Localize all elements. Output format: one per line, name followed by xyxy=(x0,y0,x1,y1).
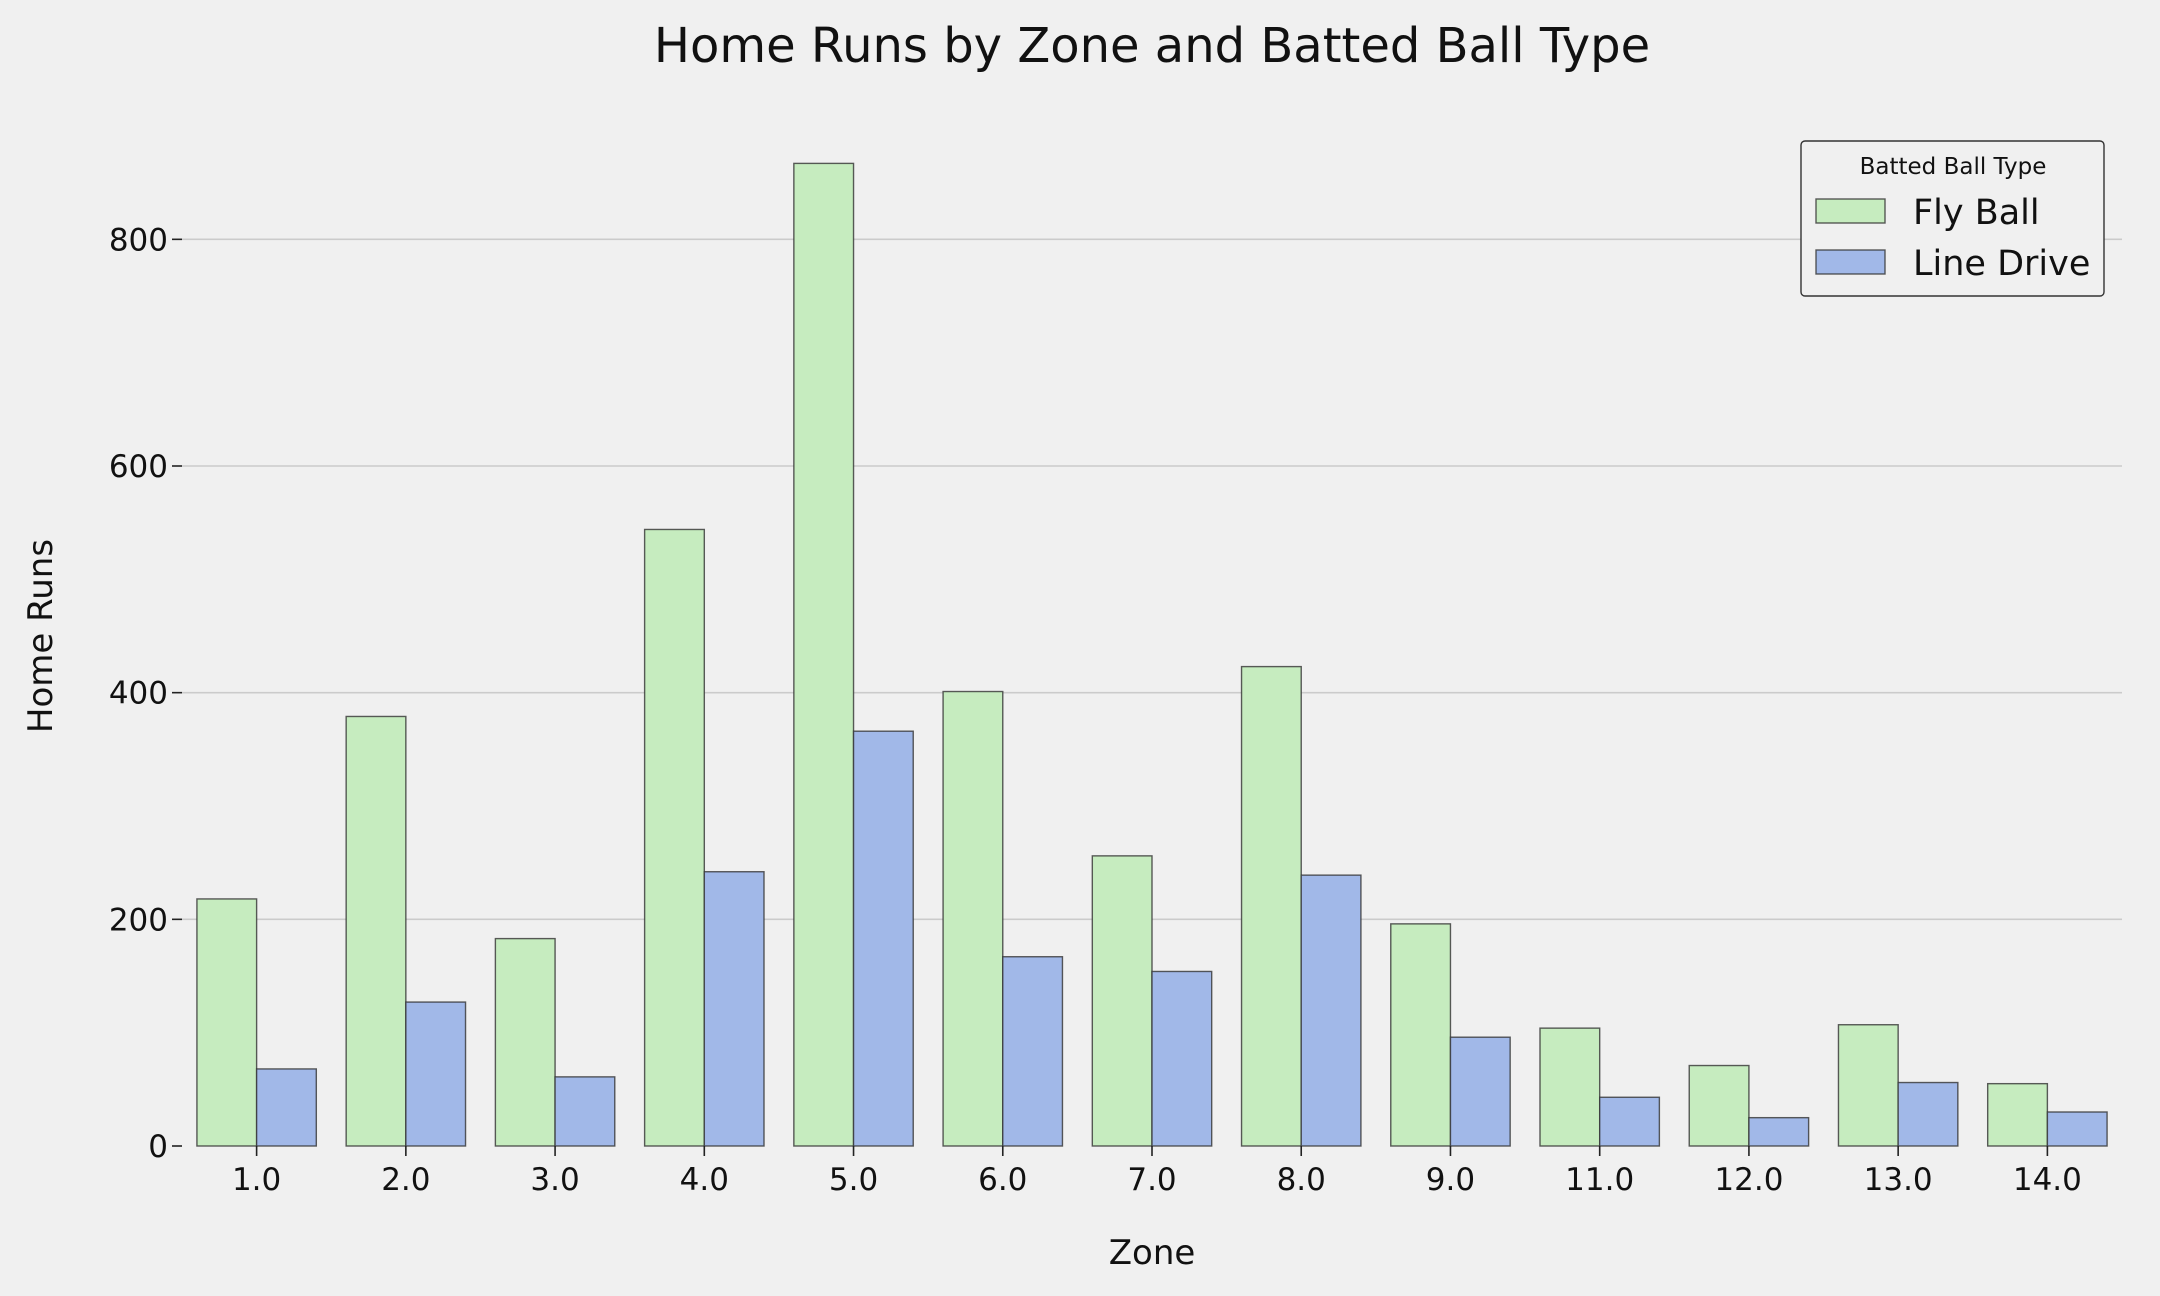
bar-fly-ball xyxy=(643,528,706,1147)
x-tick-label: 8.0 xyxy=(1277,1162,1326,1198)
x-tick-label: 2.0 xyxy=(381,1162,430,1198)
x-tick-label: 6.0 xyxy=(978,1162,1027,1198)
bar-fly-ball xyxy=(942,690,1004,1147)
legend: Batted Ball Type Fly Ball Line Drive xyxy=(1800,140,2105,297)
bar-line-drive xyxy=(852,730,914,1147)
bar-fly-ball xyxy=(196,898,258,1147)
bar-line-drive xyxy=(703,871,765,1147)
bar-fly-ball xyxy=(793,162,855,1147)
y-axis-title: Home Runs xyxy=(21,539,61,733)
bar-fly-ball xyxy=(345,715,407,1147)
bars xyxy=(196,162,2108,1147)
bar-fly-ball xyxy=(1240,665,1302,1147)
y-tick-label: 200 xyxy=(109,902,168,938)
x-tick-label: 12.0 xyxy=(1714,1162,1783,1198)
x-tick-label: 4.0 xyxy=(680,1162,729,1198)
grid-lines xyxy=(182,238,2122,921)
x-tick-label: 9.0 xyxy=(1426,1162,1475,1198)
x-tick-label: 13.0 xyxy=(1864,1162,1933,1198)
bar-fly-ball xyxy=(494,937,556,1147)
bar-fly-ball xyxy=(1539,1027,1601,1147)
bar-line-drive xyxy=(1598,1096,1661,1147)
legend-swatch-line-drive xyxy=(1815,249,1886,275)
bar-fly-ball xyxy=(1688,1064,1750,1147)
bar-line-drive xyxy=(2046,1111,2108,1147)
x-tick-label: 11.0 xyxy=(1565,1162,1634,1198)
chart-title: Home Runs by Zone and Batted Ball Type xyxy=(654,18,1650,74)
bar-line-drive xyxy=(255,1068,318,1147)
y-tick-label: 600 xyxy=(109,449,168,485)
legend-label-line-drive: Line Drive xyxy=(1913,244,2090,284)
x-tick-label: 3.0 xyxy=(530,1162,579,1198)
x-axis-title: Zone xyxy=(1109,1233,1196,1273)
bar-line-drive xyxy=(1748,1116,1810,1147)
bar-line-drive xyxy=(1897,1081,1959,1147)
bar-line-drive xyxy=(1151,970,1213,1147)
y-tick-label: 0 xyxy=(148,1129,168,1165)
x-tick-label: 5.0 xyxy=(829,1162,878,1198)
bar-line-drive xyxy=(1002,956,1064,1147)
x-tick-label: 7.0 xyxy=(1127,1162,1176,1198)
x-tick-label: 1.0 xyxy=(232,1162,281,1198)
legend-title: Batted Ball Type xyxy=(1860,154,2047,180)
bar-line-drive xyxy=(405,1001,467,1147)
legend-label-fly-ball: Fly Ball xyxy=(1913,193,2040,233)
legend-swatch-fly-ball xyxy=(1815,198,1886,224)
bar-line-drive xyxy=(554,1076,616,1147)
bar-line-drive xyxy=(1300,874,1362,1147)
bar-fly-ball xyxy=(1986,1082,2049,1147)
y-tick-label: 800 xyxy=(109,222,168,258)
bar-fly-ball xyxy=(1390,923,1452,1147)
bar-fly-ball xyxy=(1091,855,1153,1147)
bar-line-drive xyxy=(1449,1036,1511,1147)
x-tick-label: 14.0 xyxy=(2013,1162,2082,1198)
y-tick-label: 400 xyxy=(109,676,168,712)
bar-fly-ball xyxy=(1837,1024,1899,1147)
axes: 0 200 400 600 800 1.0 2.0 3.0 4.0 5.0 6.0 7.0 8.0 9.0… xyxy=(109,222,2082,1198)
